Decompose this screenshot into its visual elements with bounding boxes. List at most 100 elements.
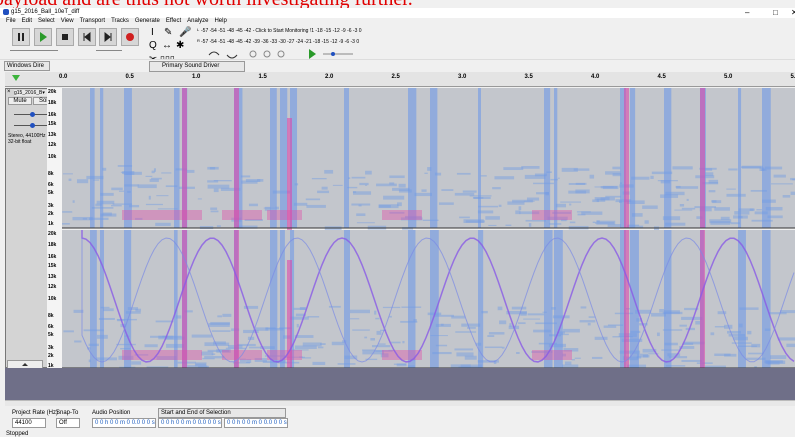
spectrogram-texture xyxy=(762,88,771,228)
record-meter-scale[interactable]: -57 -54 -51 -48 -45 -42 - Click to Start… xyxy=(201,28,362,34)
spectrogram-texture xyxy=(494,176,515,180)
spectrogram-texture xyxy=(255,327,269,331)
spectrogram-texture xyxy=(786,343,795,348)
minimize-button[interactable]: – xyxy=(745,8,750,17)
record-volume-slider[interactable] xyxy=(10,50,58,51)
spectrogram-texture xyxy=(207,180,219,183)
spectrogram-texture xyxy=(664,88,672,228)
play-button[interactable] xyxy=(34,28,52,46)
spectrogram-texture xyxy=(459,216,470,219)
menu-item[interactable]: Effect xyxy=(165,18,182,24)
spectrogram-texture xyxy=(667,353,681,357)
spectrogram-texture xyxy=(305,198,321,201)
menu-item[interactable]: View xyxy=(60,18,74,24)
spectrogram-texture xyxy=(248,346,261,349)
selection-end[interactable]: 0 0 h 0 0 m 0 0.0 0 0 s xyxy=(224,418,288,428)
menu-item[interactable]: Edit xyxy=(21,18,33,24)
skip-end-button[interactable] xyxy=(99,28,117,46)
output-device-dropdown[interactable]: Primary Sound Driver xyxy=(149,61,245,72)
spectrogram-texture xyxy=(201,351,214,356)
spectrogram-texture xyxy=(487,335,495,337)
stop-button[interactable] xyxy=(56,28,74,46)
spectrogram-texture xyxy=(86,175,104,180)
selection-mode-dropdown[interactable]: Start and End of Selection xyxy=(158,408,286,418)
menu-item[interactable]: Transport xyxy=(79,18,106,24)
track-close[interactable]: × xyxy=(7,89,11,95)
close-button[interactable]: ✕ xyxy=(791,8,795,17)
spectrogram-texture xyxy=(430,88,438,228)
status-bar: Stopped xyxy=(6,431,29,437)
spectrogram-texture xyxy=(182,230,187,368)
spectrogram-texture xyxy=(532,210,572,220)
menu-item[interactable]: Analyze xyxy=(187,18,209,24)
output-device: Primary Sound Driver xyxy=(162,63,220,69)
horizontal-scrollbar[interactable] xyxy=(5,400,795,406)
menu-item[interactable]: File xyxy=(6,18,16,24)
spectrogram-texture xyxy=(588,316,595,318)
spectrogram-texture xyxy=(501,346,505,349)
spectrogram-texture xyxy=(246,359,252,363)
spectrogram-texture xyxy=(497,306,503,311)
pause-button[interactable] xyxy=(12,28,30,46)
audio-position[interactable]: 0 0 h 0 0 m 0 0.0 0 0 s xyxy=(92,418,156,428)
svg-text:I: I xyxy=(151,27,154,38)
spectrogram-texture xyxy=(382,350,422,360)
play-volume-slider[interactable] xyxy=(96,50,122,51)
spectrogram-texture xyxy=(74,340,82,343)
menu-item[interactable]: Help xyxy=(214,18,227,24)
project-rate-dropdown[interactable]: 44100 xyxy=(12,418,46,428)
spectrogram-texture xyxy=(243,329,259,334)
spectrogram-texture xyxy=(624,88,629,228)
spectrogram-texture xyxy=(573,168,590,171)
record-button[interactable] xyxy=(121,28,139,46)
spectrogram-texture xyxy=(456,172,471,175)
spectrogram-texture xyxy=(122,350,202,360)
spectrogram-texture xyxy=(754,366,757,368)
spectrogram-texture xyxy=(424,172,428,174)
spectrogram-texture xyxy=(244,219,263,221)
timeline-label: 1.0 xyxy=(192,74,201,80)
spectrogram-texture xyxy=(726,193,746,197)
spectrogram-texture xyxy=(620,88,626,228)
pan-slider[interactable] xyxy=(14,123,52,128)
title-bar: g15_2016_Ball_10eT_diff – □ ✕ xyxy=(0,8,795,18)
timeline-label: 1.5 xyxy=(258,74,267,80)
spectrogram-texture xyxy=(477,360,499,363)
spectrogram-texture xyxy=(554,88,558,228)
spectrogram-texture xyxy=(240,175,251,178)
gain-slider[interactable] xyxy=(14,112,52,117)
timeline-ruler[interactable] xyxy=(5,72,795,87)
spectrogram-texture xyxy=(151,170,155,174)
spectrogram-texture xyxy=(499,320,507,325)
maximize-button[interactable]: □ xyxy=(773,8,778,17)
spectrogram-texture xyxy=(561,219,567,222)
pin-head[interactable] xyxy=(11,73,21,83)
spectrogram-texture xyxy=(571,359,575,361)
spectrogram-texture xyxy=(89,217,109,220)
spectrogram-texture xyxy=(348,177,351,179)
spectrogram-texture xyxy=(460,364,483,368)
snap-to-dropdown[interactable]: Off xyxy=(56,418,80,428)
spectrogram-texture xyxy=(112,203,133,205)
meter-channel-left: L xyxy=(197,27,200,32)
menu-item[interactable]: Tracks xyxy=(111,18,129,24)
edit-toolbar[interactable] xyxy=(205,46,355,64)
selection-start[interactable]: 0 0 h 0 0 m 0 0.0 0 0 s xyxy=(158,418,222,428)
menu-bar: File Edit Select View Transport Tracks Generat… xyxy=(6,18,227,24)
host-dropdown[interactable]: Windows Dire xyxy=(4,61,50,71)
spectrogram-texture xyxy=(665,191,685,196)
spectrogram-texture xyxy=(174,230,178,368)
spectrogram-texture xyxy=(81,237,795,363)
track-name-menu[interactable]: g15_2016_B▾ xyxy=(14,90,52,96)
spectrogram-texture xyxy=(210,207,218,210)
menu-item[interactable]: Generate xyxy=(134,18,160,24)
skip-start-button[interactable] xyxy=(78,28,96,46)
spectrogram-texture xyxy=(684,307,699,311)
spectrogram-texture xyxy=(767,215,783,219)
spectrogram-texture xyxy=(560,333,569,336)
mute-button[interactable]: Mute xyxy=(8,97,32,105)
spectrogram-texture xyxy=(148,195,151,200)
menu-item[interactable]: Select xyxy=(38,18,55,24)
play-meter-scale[interactable]: -57 -54 -51 -48 -45 -42 -39 -36 -33 -30 … xyxy=(201,39,360,45)
spectrogram-texture xyxy=(563,348,579,352)
